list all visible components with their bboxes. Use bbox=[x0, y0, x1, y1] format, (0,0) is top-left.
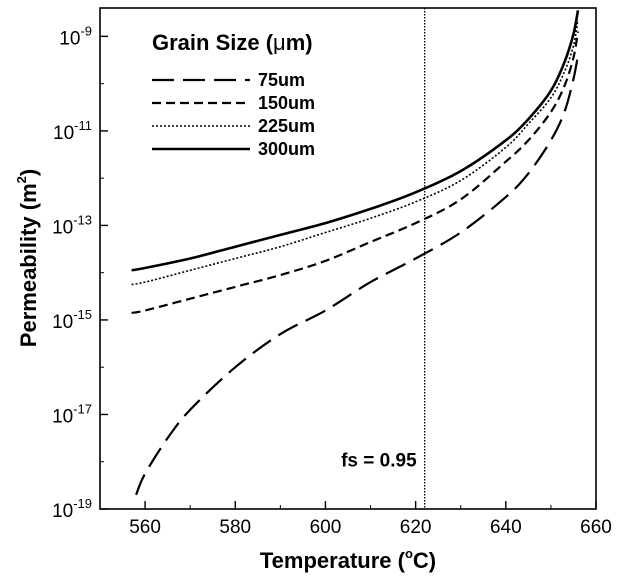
legend-label-150um: 150um bbox=[258, 93, 315, 113]
y-tick-label: 10-15 bbox=[52, 307, 92, 333]
series-lines bbox=[131, 10, 580, 496]
series-line-225um bbox=[131, 19, 579, 286]
legend: Grain Size (μm) 75um 150um 225um 300um bbox=[152, 30, 315, 159]
y-axis-title: Permeability (m2) bbox=[14, 169, 41, 347]
legend-title: Grain Size (μm) bbox=[152, 30, 313, 55]
y-tick-label: 10-19 bbox=[52, 496, 92, 522]
x-tick-label: 580 bbox=[219, 517, 251, 538]
plot-area bbox=[99, 7, 597, 510]
x-tick-label: 620 bbox=[400, 517, 432, 538]
x-tick-label: 640 bbox=[490, 517, 522, 538]
y-tick-label: 10-9 bbox=[59, 23, 92, 49]
y-axis-ticks: 10-19 10-17 10-15 10-13 10-11 10-9 bbox=[52, 23, 108, 522]
legend-label-75um: 75um bbox=[258, 70, 305, 90]
series-line-75um bbox=[135, 55, 580, 496]
x-tick-label: 660 bbox=[580, 517, 612, 538]
series-line-150um bbox=[131, 31, 580, 314]
y-tick-label: 10-17 bbox=[52, 401, 92, 427]
y-tick-label: 10-13 bbox=[52, 212, 92, 238]
legend-label-300um: 300um bbox=[258, 139, 315, 159]
legend-items: 75um 150um 225um 300um bbox=[152, 70, 315, 159]
fs-annotation: fs = 0.95 bbox=[341, 450, 417, 471]
y-tick-label: 10-11 bbox=[53, 118, 92, 144]
x-axis-ticks: 560 580 600 620 640 660 bbox=[99, 501, 612, 538]
x-tick-label: 560 bbox=[129, 517, 161, 538]
series-line-300um bbox=[131, 10, 580, 272]
x-axis-title: Temperature (oC) bbox=[260, 546, 436, 573]
legend-label-225um: 225um bbox=[258, 116, 315, 136]
x-tick-label: 600 bbox=[310, 517, 342, 538]
